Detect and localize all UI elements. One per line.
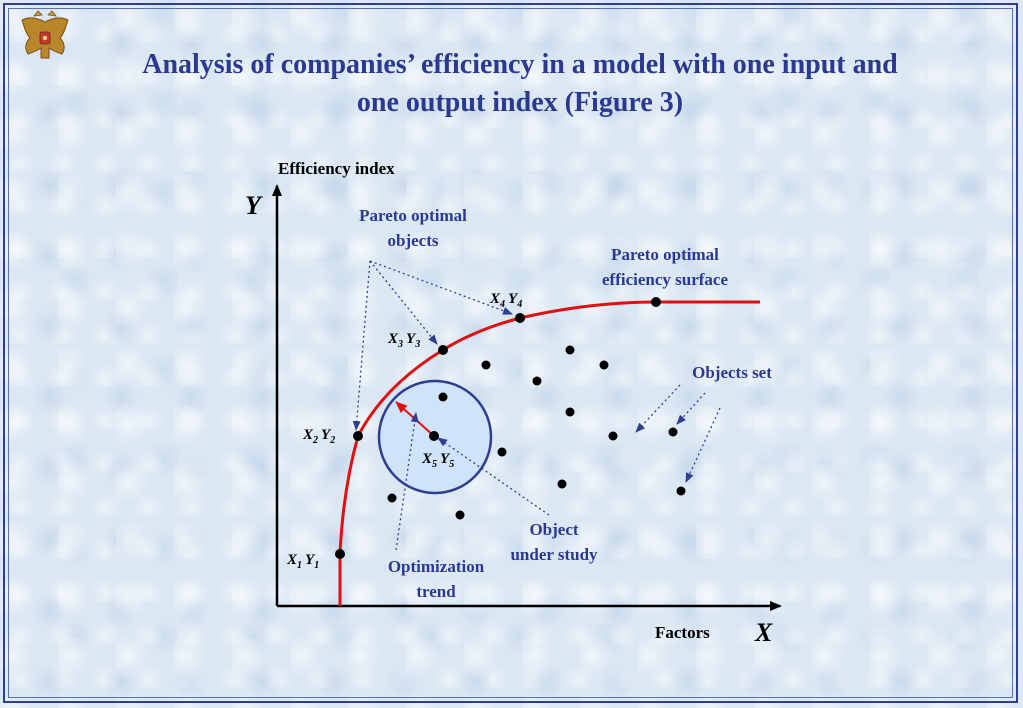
object-dot bbox=[565, 407, 575, 417]
arrow-objects-set-3 bbox=[685, 407, 721, 483]
objects-set-dots bbox=[387, 345, 686, 520]
object-dot bbox=[455, 510, 465, 520]
arrow-objects-set-2 bbox=[676, 392, 706, 425]
x-axis-letter: X bbox=[754, 618, 773, 647]
arrow-objects-set-1 bbox=[635, 384, 681, 433]
object-dot bbox=[676, 486, 686, 496]
label-x2y2: X2 Y2 bbox=[302, 427, 335, 446]
object-study-label-2: under study bbox=[510, 545, 598, 564]
label-x4y4: X4 Y4 bbox=[489, 291, 522, 310]
object-dot bbox=[532, 376, 542, 386]
double-headed-eagle-emblem bbox=[21, 10, 69, 59]
optimization-trend-label-2: trend bbox=[416, 582, 456, 601]
outer-frame bbox=[3, 3, 1018, 703]
pareto-objects-label-2: objects bbox=[388, 231, 439, 250]
object-study-label-1: Object bbox=[529, 520, 578, 539]
object-dot bbox=[565, 345, 575, 355]
point-x2y2 bbox=[353, 431, 363, 441]
object-dot bbox=[608, 431, 618, 441]
callout-arrows bbox=[352, 260, 721, 551]
point-x1y1 bbox=[335, 549, 345, 559]
label-x3y3: X3 Y3 bbox=[387, 331, 420, 350]
object-dot bbox=[599, 360, 609, 370]
object-dot bbox=[438, 392, 448, 402]
y-axis-caption: Efficiency index bbox=[278, 159, 395, 178]
pareto-surface-label-1: Pareto optimal bbox=[611, 245, 719, 264]
label-x5y5: X5 Y5 bbox=[421, 451, 454, 470]
point-x5y5 bbox=[429, 431, 439, 441]
point-x3y3 bbox=[438, 345, 448, 355]
pareto-objects-label-1: Pareto optimal bbox=[359, 206, 467, 225]
title-line-1: Analysis of companies’ efficiency in a m… bbox=[142, 49, 898, 80]
point-x4y4 bbox=[515, 313, 525, 323]
object-dot bbox=[481, 360, 491, 370]
arrow-to-x2y2 bbox=[352, 260, 371, 431]
object-dot bbox=[668, 427, 678, 437]
object-dot bbox=[387, 493, 397, 503]
pareto-surface-label-2: efficiency surface bbox=[602, 270, 728, 289]
point-frontier-right bbox=[651, 297, 661, 307]
label-x1y1: X1 Y1 bbox=[286, 552, 319, 571]
inner-frame bbox=[8, 8, 1013, 698]
title-line-2: one output index (Figure 3) bbox=[356, 87, 684, 118]
page-title: Analysis of companies’ efficiency in a m… bbox=[60, 46, 980, 122]
arrow-optimization-trend bbox=[395, 412, 419, 551]
arrow-to-x4y4 bbox=[369, 260, 513, 315]
y-axis-letter: Y bbox=[245, 191, 263, 220]
optimization-trend-label-1: Optimization bbox=[388, 557, 485, 576]
object-dot bbox=[557, 479, 567, 489]
x-axis-caption: Factors bbox=[655, 623, 710, 642]
objects-set-label: Objects set bbox=[692, 363, 772, 382]
object-dot bbox=[497, 447, 507, 457]
